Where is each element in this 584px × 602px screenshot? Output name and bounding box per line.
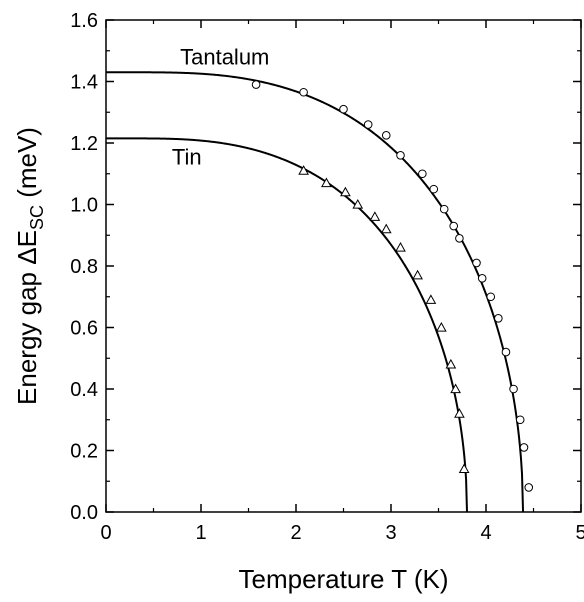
tantalum-point <box>486 292 496 302</box>
x-tick-label: 2 <box>290 522 301 544</box>
tin-point <box>454 408 465 418</box>
tantalum-point <box>363 120 373 129</box>
fit-curves <box>106 71 525 513</box>
y-axis-title: Energy gap ΔESC (meV) <box>12 127 47 405</box>
tantalum-point <box>509 384 518 394</box>
x-tick-label: 0 <box>100 522 111 544</box>
series-label-tin: Tin <box>172 145 202 170</box>
tantalum-point <box>339 104 348 114</box>
y-tick-label: 0.2 <box>70 441 98 463</box>
y-tick-label: 0.8 <box>70 256 98 278</box>
tantalum-point <box>396 151 405 160</box>
y-axis: 0.0 0.2 0.4 0.6 0.8 1.0 1.2 1.4 1.6 <box>70 10 581 524</box>
tantalum-point <box>477 274 487 283</box>
tin-point <box>352 198 364 209</box>
tin-point <box>458 463 470 474</box>
y-tick-label: 1.2 <box>70 133 98 155</box>
tantalum-point <box>494 313 503 323</box>
tantalum-point <box>381 131 391 140</box>
y-tick-label: 1.6 <box>70 10 98 32</box>
plot-frame-group <box>105 19 582 513</box>
x-tick-label: 3 <box>385 522 396 544</box>
y-axis-title-subscript: SC <box>27 205 47 230</box>
tantalum-point <box>472 258 481 268</box>
tin-point <box>340 186 351 197</box>
y-tick-label: 0.6 <box>70 318 98 340</box>
y-axis-title-suffix: (meV) <box>12 127 42 205</box>
tin-point <box>369 211 381 221</box>
tantalum-point <box>418 169 427 179</box>
y-tick-label: 1.0 <box>70 195 98 217</box>
tantalum-point <box>501 347 511 357</box>
tin-point <box>412 269 423 280</box>
y-tick-label: 0.4 <box>70 379 98 401</box>
tin-point <box>450 383 461 394</box>
tantalum-point <box>449 221 459 231</box>
y-tick-label: 0.0 <box>70 502 98 524</box>
tantalum-point <box>455 234 464 243</box>
tin-point <box>425 294 437 304</box>
tin-point <box>436 321 447 332</box>
x-axis-title: Temperature T (K) <box>238 564 448 594</box>
plot-frame <box>105 19 582 513</box>
tantalum-point <box>519 443 529 452</box>
series-labels: Tantalum Tin <box>172 45 270 170</box>
tantalum-point <box>251 80 261 89</box>
y-tick-label: 1.4 <box>70 72 98 94</box>
data-markers <box>251 80 534 492</box>
x-axis: 0 1 2 3 4 5 <box>100 20 584 544</box>
series-label-tantalum: Tantalum <box>180 45 269 70</box>
tin-point <box>321 177 332 188</box>
tin-point <box>298 165 309 175</box>
x-tick-label: 1 <box>195 522 206 544</box>
tantalum-point <box>299 87 308 97</box>
y-axis-title-prefix: Energy gap ΔE <box>12 230 42 405</box>
tin-point <box>395 242 406 252</box>
x-tick-label: 5 <box>575 522 584 544</box>
tantalum-point <box>429 184 439 194</box>
tantalum-point <box>515 415 525 425</box>
x-tick-label: 4 <box>480 522 491 544</box>
fit-curve-tin <box>106 137 468 513</box>
tantalum-point <box>439 204 449 214</box>
tantalum-point <box>524 483 534 492</box>
tin-point <box>445 358 457 369</box>
tin-point <box>380 223 392 234</box>
